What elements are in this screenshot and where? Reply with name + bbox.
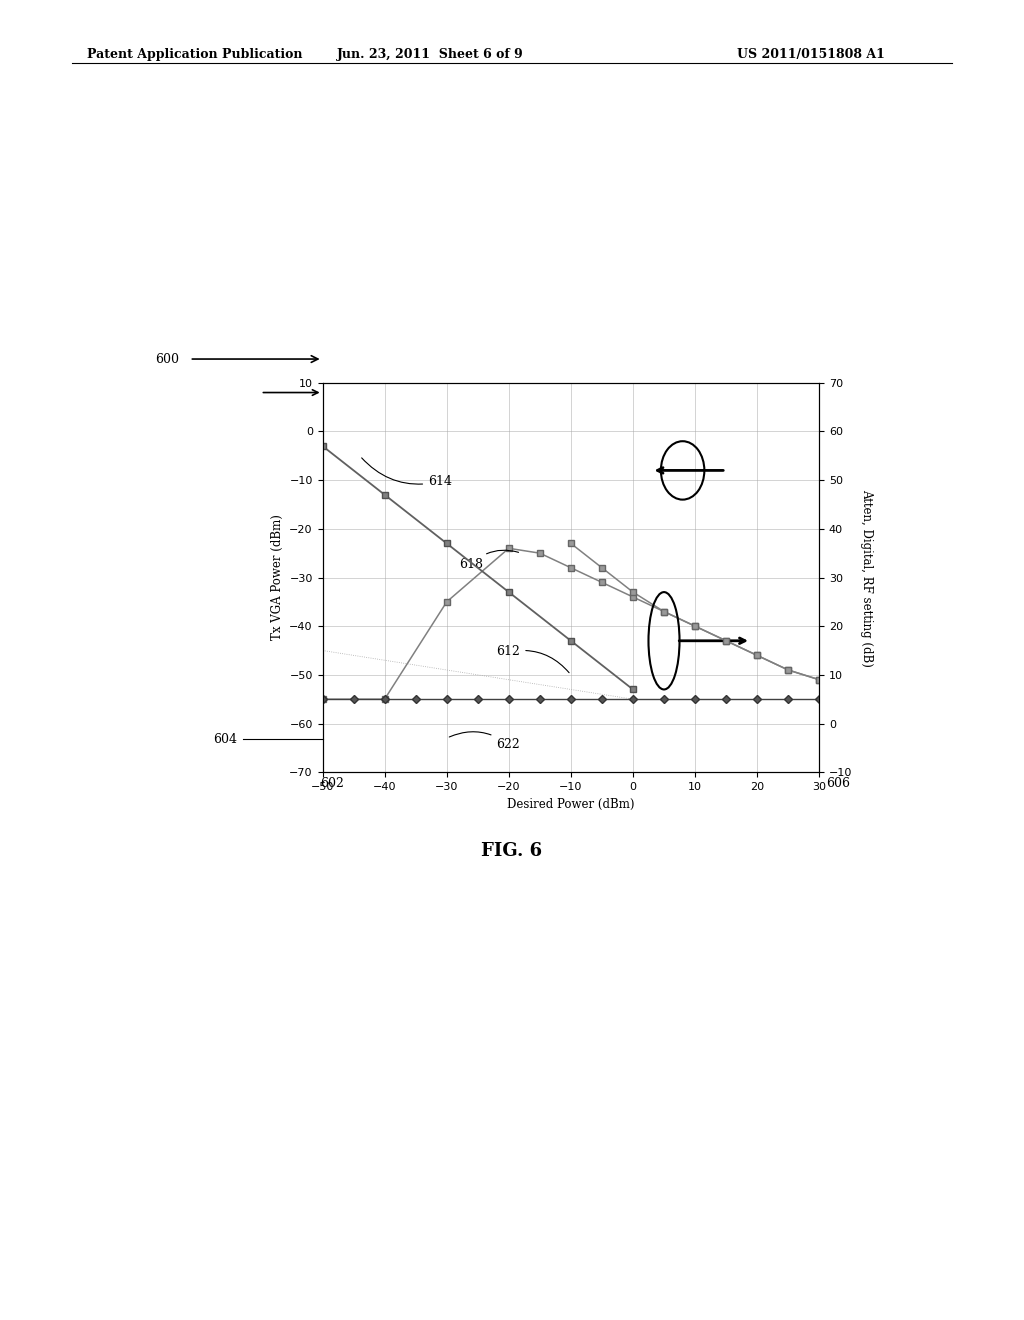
Text: 622: 622 — [450, 731, 520, 751]
X-axis label: Desired Power (dBm): Desired Power (dBm) — [507, 797, 635, 810]
Text: US 2011/0151808 A1: US 2011/0151808 A1 — [737, 48, 885, 61]
Y-axis label: Atten, Digital, RF setting (dB): Atten, Digital, RF setting (dB) — [860, 488, 873, 667]
Text: 602: 602 — [321, 777, 344, 791]
Text: FIG. 6: FIG. 6 — [481, 842, 543, 861]
Y-axis label: Tx VGA Power (dBm): Tx VGA Power (dBm) — [270, 515, 284, 640]
Text: 600: 600 — [156, 352, 179, 366]
Text: 614: 614 — [361, 458, 453, 488]
Text: 606: 606 — [826, 777, 850, 791]
Text: 612: 612 — [497, 645, 569, 673]
Text: 604: 604 — [214, 733, 238, 746]
Text: Patent Application Publication: Patent Application Publication — [87, 48, 302, 61]
Text: Jun. 23, 2011  Sheet 6 of 9: Jun. 23, 2011 Sheet 6 of 9 — [337, 48, 523, 61]
Text: 618: 618 — [459, 550, 518, 570]
